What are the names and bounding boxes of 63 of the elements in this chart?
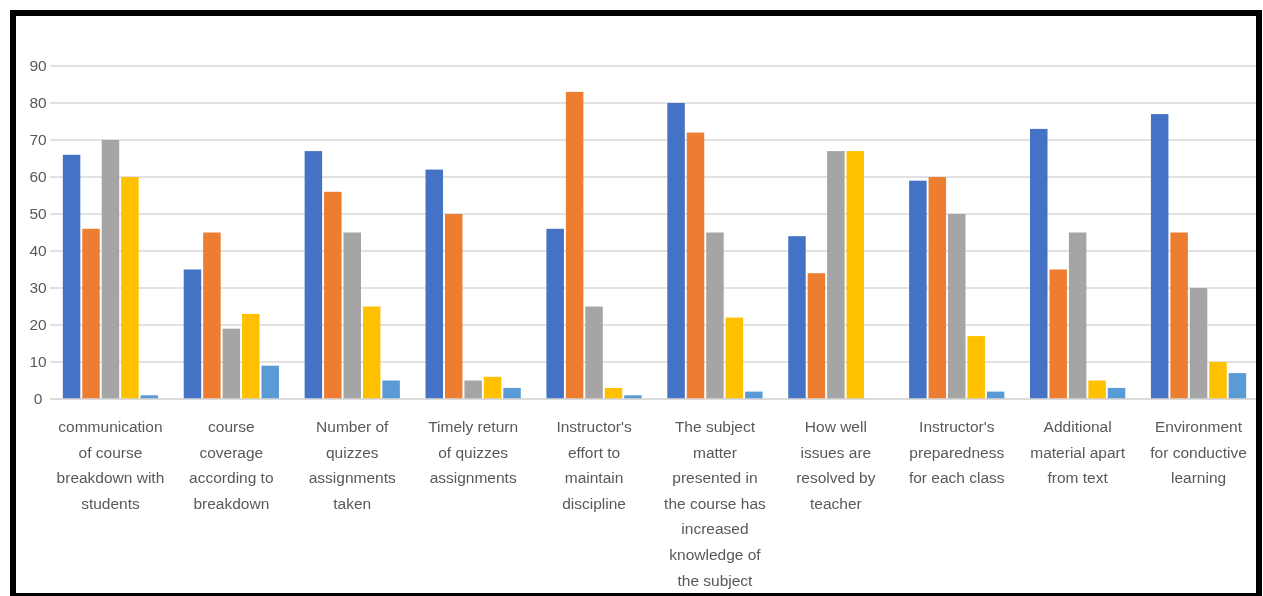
y-tick-label: 50 — [29, 205, 47, 223]
bar — [343, 232, 361, 399]
y-tick-label: 30 — [29, 279, 47, 297]
x-tick-label: Instructor's effort to maintain discipline — [556, 418, 632, 512]
bar — [725, 317, 744, 399]
bar — [1150, 114, 1169, 399]
bar — [483, 376, 502, 399]
bar — [222, 328, 241, 399]
x-tick-label: Environment for conductive learning — [1150, 418, 1247, 487]
bar — [304, 151, 323, 399]
bar — [503, 387, 521, 399]
bar — [1170, 232, 1188, 399]
x-tick-label: Additional material apart from text — [1030, 418, 1126, 487]
y-tick-label: 40 — [29, 242, 47, 260]
bar — [667, 103, 685, 399]
y-tick-label: 0 — [33, 390, 43, 408]
y-tick-label: 20 — [29, 316, 47, 334]
y-tick-label: 10 — [29, 353, 47, 371]
bar — [242, 313, 260, 399]
bar — [62, 154, 81, 399]
x-tick-label: communication of course breakdown with students — [56, 418, 165, 512]
bar — [1189, 288, 1208, 399]
bar — [585, 306, 603, 399]
bar — [827, 151, 845, 399]
bar — [546, 228, 564, 399]
bar — [967, 336, 985, 399]
y-tick-label: 60 — [29, 168, 47, 186]
x-tick-label: Number of quizzes assignments taken — [308, 418, 397, 512]
bar — [101, 140, 120, 399]
bar — [324, 191, 342, 399]
bar — [82, 228, 100, 399]
bar — [444, 214, 463, 399]
x-tick-label: The subject matter presented in the course has increased knowledge of the subject — [664, 418, 767, 589]
bar — [183, 269, 202, 399]
bar — [686, 132, 705, 399]
bar — [788, 236, 806, 399]
x-tick-label: How well issues are resolved by teacher — [796, 418, 876, 512]
x-tick-label: Timely return of quizzes assignments — [428, 418, 519, 487]
bar — [261, 365, 279, 399]
bar — [948, 214, 966, 399]
y-tick-label: 80 — [29, 94, 47, 112]
x-tick-label: course coverage according to breakdown — [189, 418, 274, 512]
bar — [846, 151, 865, 399]
bar — [1049, 269, 1067, 399]
bar — [362, 306, 381, 399]
bar — [382, 380, 400, 399]
bar — [928, 177, 947, 399]
bar — [706, 232, 724, 399]
bar — [203, 232, 221, 399]
bar — [1209, 362, 1227, 399]
bar — [121, 177, 139, 399]
bar — [565, 91, 584, 399]
bar — [464, 380, 482, 399]
x-tick-label: Instructor's preparedness for each class — [908, 418, 1005, 487]
y-tick-label: 90 — [29, 57, 47, 75]
bar — [1228, 373, 1247, 399]
bar — [1030, 128, 1048, 399]
bar — [425, 169, 444, 399]
bar — [1068, 232, 1087, 399]
bar — [909, 180, 927, 399]
bar — [807, 273, 826, 399]
y-tick-label: 70 — [29, 131, 47, 149]
bar — [1088, 380, 1106, 399]
